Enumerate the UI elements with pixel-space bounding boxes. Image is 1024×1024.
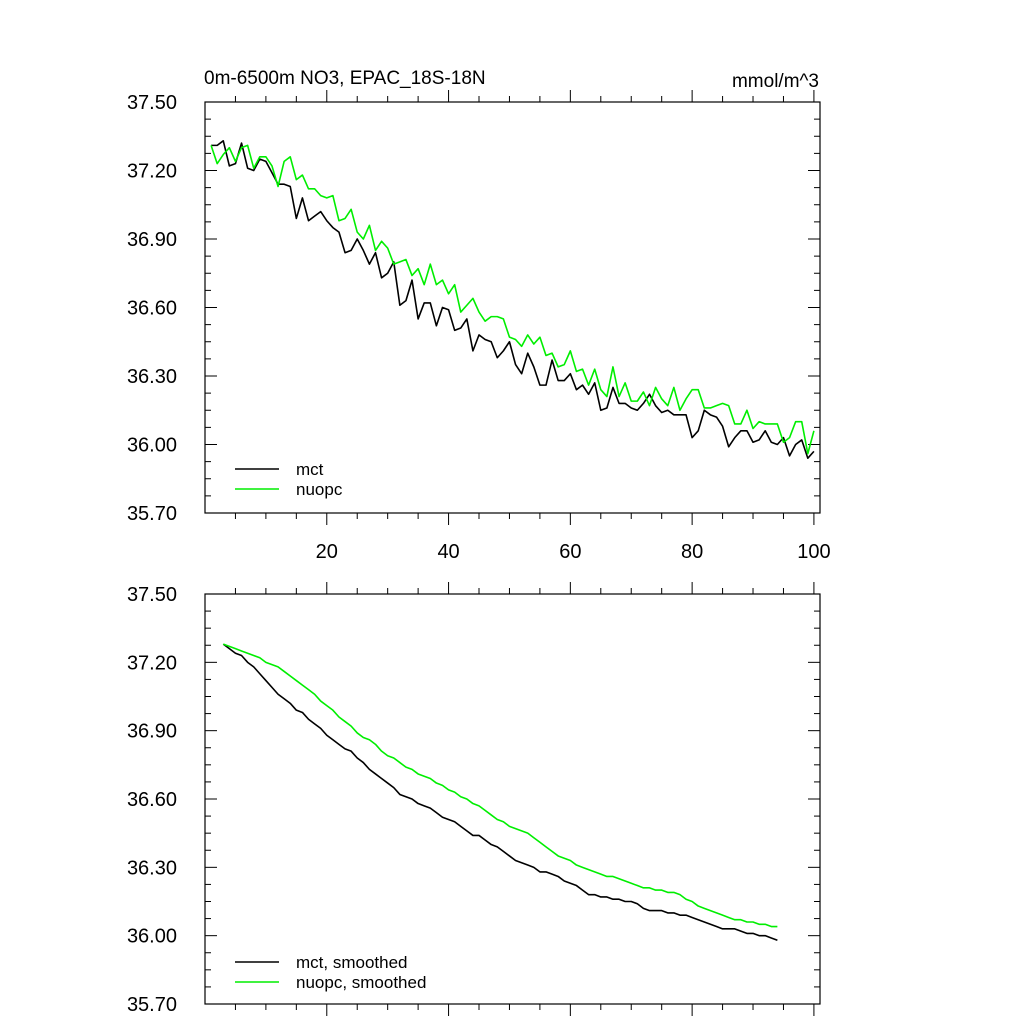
legend-label: mct — [296, 460, 324, 479]
series-line-mct-smoothed — [222, 643, 778, 941]
x-tick-label: 40 — [437, 541, 459, 563]
top-units: mmol/m^3 — [732, 71, 819, 92]
series-line-nuopc-smoothed — [222, 643, 778, 928]
bottom-plot-frame — [204, 593, 821, 1005]
legend-label: nuopc — [296, 480, 343, 499]
legend-label: mct, smoothed — [296, 953, 408, 972]
y-tick-label: 36.90 — [127, 229, 177, 251]
y-tick-label: 36.90 — [127, 721, 177, 743]
x-tick-label: 100 — [797, 541, 830, 563]
y-tick-label: 36.60 — [127, 298, 177, 320]
y-tick-label: 36.60 — [127, 789, 177, 811]
top-axes: 35.70 36.00 36.30 36.60 36.90 37.20 37.50 20 40 6… — [127, 90, 831, 563]
series-line-mct — [211, 140, 815, 460]
x-tick-label: 80 — [681, 541, 703, 563]
y-tick-label: 37.20 — [127, 161, 177, 183]
bottom-axes: 35.70 36.00 36.30 36.60 36.90 37.20 37.50 — [127, 582, 820, 1016]
x-tick-label: 20 — [316, 541, 338, 563]
y-tick-label: 37.50 — [127, 584, 177, 606]
bottom-panel: 35.70 36.00 36.30 36.60 36.90 37.20 37.50 mct,… — [127, 582, 821, 1016]
y-tick-label: 37.20 — [127, 652, 177, 674]
bottom-series-group — [222, 643, 778, 941]
top-panel: 0m-6500m NO3, EPAC_18S-18N mmol/m^3 35.7… — [127, 68, 831, 563]
y-tick-label: 37.50 — [127, 92, 177, 114]
y-tick-label: 35.70 — [127, 994, 177, 1016]
y-tick-label: 36.00 — [127, 926, 177, 948]
y-tick-label: 36.30 — [127, 857, 177, 879]
y-tick-label: 36.30 — [127, 366, 177, 388]
y-tick-label: 35.70 — [127, 503, 177, 525]
top-title: 0m-6500m NO3, EPAC_18S-18N — [204, 68, 486, 89]
legend-label: nuopc, smoothed — [296, 973, 426, 992]
top-plot-frame — [204, 101, 821, 514]
top-series-group — [210, 140, 815, 460]
x-tick-label: 60 — [559, 541, 581, 563]
series-line-nuopc — [210, 144, 815, 455]
y-tick-label: 36.00 — [127, 435, 177, 457]
